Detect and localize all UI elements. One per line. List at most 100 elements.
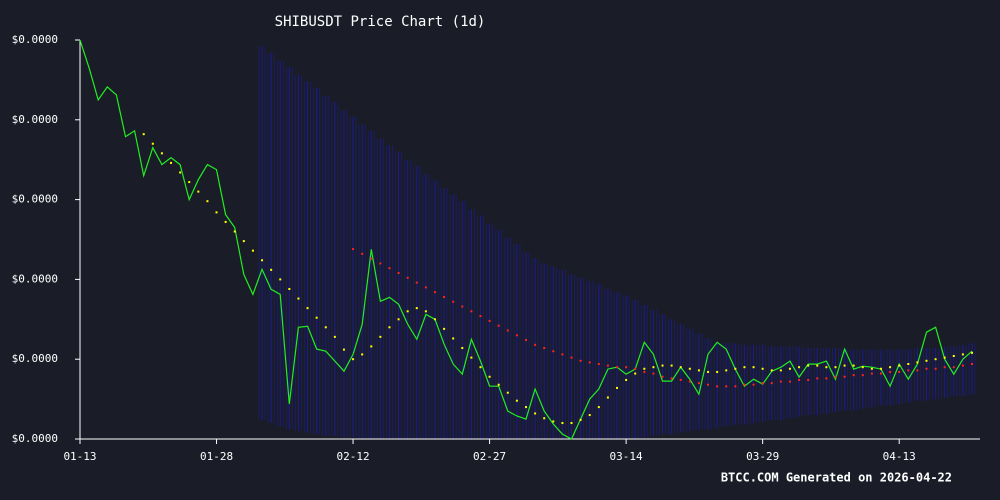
ma-dot xyxy=(397,318,400,321)
ma-dot xyxy=(515,334,518,337)
ma-dot xyxy=(452,300,455,303)
ma-dot xyxy=(388,267,391,270)
ma-dot xyxy=(879,372,882,375)
ma-dot xyxy=(670,377,673,380)
ma-dot xyxy=(679,378,682,381)
ma-dot xyxy=(279,278,282,281)
ma-dot xyxy=(597,406,600,409)
ma-dot xyxy=(506,329,509,332)
ma-dot xyxy=(870,367,873,370)
ma-dot xyxy=(852,374,855,377)
ma-dot xyxy=(479,366,482,369)
ma-dot xyxy=(861,366,864,369)
ma-dot xyxy=(816,377,819,380)
ma-dot xyxy=(788,367,791,370)
ma-dot xyxy=(379,262,382,265)
ma-dot xyxy=(570,356,573,359)
ma-dot xyxy=(879,367,882,370)
ma-dot xyxy=(197,190,200,193)
x-tick-label: 03-14 xyxy=(610,450,643,463)
ma-dot xyxy=(534,343,537,346)
ma-dot xyxy=(561,422,564,425)
ma-dot xyxy=(588,414,591,417)
ma-dot xyxy=(889,366,892,369)
x-tick-label: 01-13 xyxy=(63,450,96,463)
ma-dot xyxy=(898,370,901,373)
ma-dot xyxy=(370,345,373,348)
ma-dot xyxy=(379,335,382,338)
ma-dot xyxy=(461,347,464,350)
ma-dot xyxy=(697,382,700,385)
ma-dot xyxy=(233,230,236,233)
ma-dot xyxy=(606,364,609,367)
ma-dot xyxy=(752,366,755,369)
ma-dot xyxy=(597,362,600,365)
ma-dot xyxy=(961,353,964,356)
x-tick-label: 02-27 xyxy=(473,450,506,463)
ma-dot xyxy=(716,370,719,373)
ma-dot xyxy=(971,351,973,354)
ma-dot xyxy=(424,286,427,289)
x-tick-label: 04-13 xyxy=(883,450,916,463)
ma-dot xyxy=(652,366,655,369)
ma-dot xyxy=(825,366,828,369)
ma-dot xyxy=(270,268,273,271)
ma-dot xyxy=(971,362,973,365)
ma-dot xyxy=(515,399,518,402)
ma-dot xyxy=(743,383,746,386)
ma-dot xyxy=(415,307,418,310)
ma-dot xyxy=(934,358,937,361)
ma-dot xyxy=(215,211,218,214)
ma-dot xyxy=(679,366,682,369)
x-tick-label: 03-29 xyxy=(746,450,779,463)
ma-dot xyxy=(725,385,728,388)
ma-dot xyxy=(151,142,154,145)
ma-dot xyxy=(907,362,910,365)
ma-dot xyxy=(488,375,491,378)
ma-dot xyxy=(306,307,309,310)
ma-dot xyxy=(807,378,810,381)
ma-dot xyxy=(443,327,446,330)
ma-dot xyxy=(643,370,646,373)
ma-dot xyxy=(188,181,191,184)
ma-dot xyxy=(170,161,173,164)
ma-dot xyxy=(561,353,564,356)
ma-dot xyxy=(525,339,527,342)
ma-dot xyxy=(406,310,409,313)
y-tick-label: $0.0000 xyxy=(12,432,58,445)
ma-dot xyxy=(506,391,509,394)
x-tick-label: 02-12 xyxy=(336,450,369,463)
ma-dot xyxy=(843,364,846,367)
ma-dot xyxy=(579,418,582,421)
ma-dot xyxy=(570,422,573,425)
ma-dot xyxy=(943,366,946,369)
ma-dot xyxy=(761,382,764,385)
ma-dot xyxy=(634,372,637,375)
ma-dot xyxy=(470,310,473,313)
footer: BTCC.COM Generated on 2026-04-22 xyxy=(721,471,952,485)
ma-dot xyxy=(870,372,873,375)
ma-dot xyxy=(816,364,819,367)
ma-dot xyxy=(670,364,673,367)
ma-dot xyxy=(798,378,801,381)
ma-dot xyxy=(424,310,427,313)
ma-dot xyxy=(916,369,919,372)
ma-dot xyxy=(552,420,555,423)
ma-dot xyxy=(734,385,737,388)
ma-dot xyxy=(352,248,355,251)
ma-dot xyxy=(643,367,646,370)
ma-dot xyxy=(406,276,409,279)
ma-dot xyxy=(479,315,482,318)
y-tick-label: $0.0000 xyxy=(12,272,58,285)
ma-dot xyxy=(734,367,737,370)
ma-dot xyxy=(779,369,782,372)
ma-dot xyxy=(224,220,227,223)
ma-dot xyxy=(497,324,500,327)
ma-dot xyxy=(770,369,773,372)
ma-dot xyxy=(443,295,446,298)
ma-dot xyxy=(588,361,591,364)
ma-dot xyxy=(433,291,436,294)
ma-dot xyxy=(752,383,755,386)
